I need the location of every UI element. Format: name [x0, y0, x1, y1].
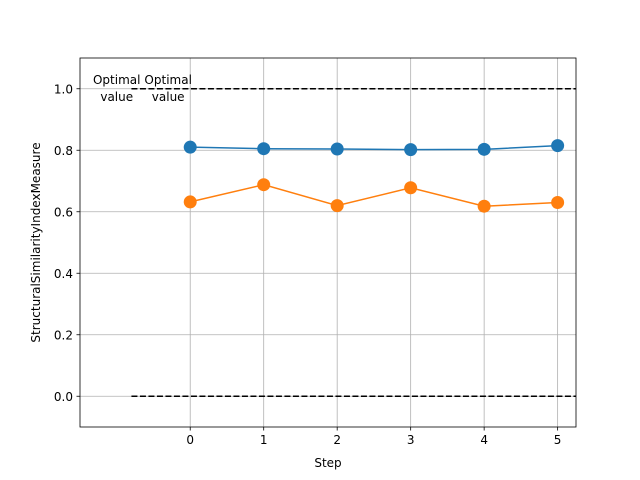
series-line — [190, 183, 558, 207]
x-tick-label: 0 — [186, 433, 194, 447]
x-tick-label: 4 — [480, 433, 488, 447]
axis-ticks: 0 1 2 3 4 5 0.0 0.2 0.4 0.6 0.8 1.0 — [54, 82, 562, 447]
y-tick-label: 1.0 — [54, 82, 73, 96]
y-axis-label: StructuralSimilarityIndexMeasure — [29, 142, 43, 342]
data-point — [551, 196, 565, 210]
y-tick-label: 0.4 — [54, 267, 73, 281]
annotation-label: Optimal value — [144, 73, 191, 104]
y-tick-label: 0.6 — [54, 205, 73, 219]
data-point — [404, 181, 418, 195]
data-point — [477, 142, 491, 156]
y-tick-label: 0.0 — [54, 390, 73, 404]
data-point — [330, 142, 344, 156]
data-point — [551, 139, 565, 153]
data-point — [477, 199, 491, 213]
x-axis-label: Step — [314, 456, 341, 470]
x-tick-label: 1 — [260, 433, 268, 447]
reference-lines — [131, 88, 576, 397]
data-point — [330, 199, 344, 213]
series-line — [190, 144, 558, 151]
axes-frame — [79, 57, 577, 428]
x-tick-label: 3 — [407, 433, 415, 447]
x-tick-label: 5 — [554, 433, 562, 447]
annotation-label: Optimal value — [93, 73, 140, 104]
data-point — [257, 142, 271, 156]
data-point — [257, 178, 271, 192]
data-point — [404, 143, 418, 157]
x-tick-label: 2 — [333, 433, 341, 447]
data-point — [183, 140, 197, 154]
data-series — [183, 139, 565, 213]
y-tick-label: 0.8 — [54, 144, 73, 158]
grid-lines — [80, 58, 576, 427]
y-tick-label: 0.2 — [54, 328, 73, 342]
data-point — [183, 195, 197, 209]
